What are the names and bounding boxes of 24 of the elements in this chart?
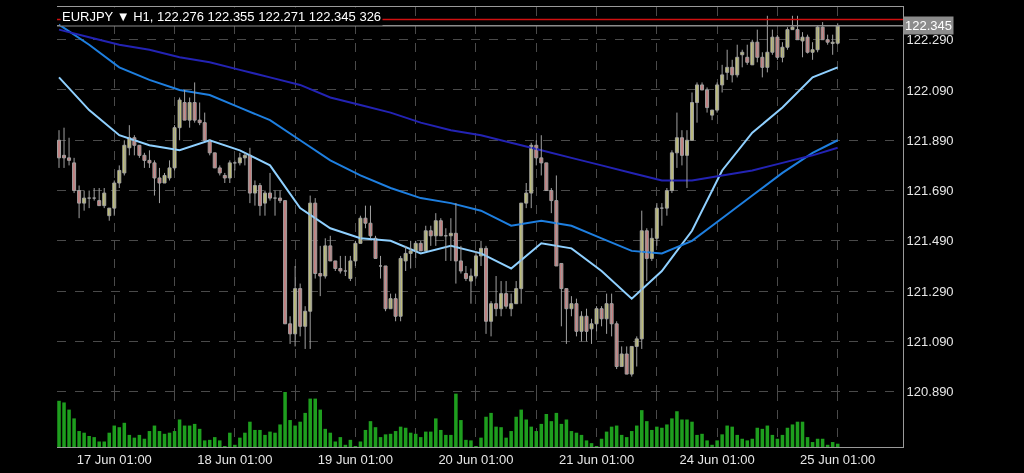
y-tick-label: 121.690 — [906, 183, 954, 199]
x-tick-label: 24 Jun 01:00 — [679, 451, 755, 467]
y-tick-label: 121.490 — [906, 233, 954, 249]
line-series — [58, 66, 839, 300]
bar — [202, 440, 207, 447]
x-tick-label: 17 Jun 01:00 — [76, 451, 152, 467]
ref-line-label: 122.345 — [905, 18, 952, 33]
y-tick-label: 122.290 — [906, 32, 954, 48]
y-tick-label: 122.090 — [906, 82, 954, 98]
y-tick-label: 121.290 — [906, 283, 954, 299]
x-tick-label: 21 Jun 01:00 — [558, 451, 635, 467]
x-tick-label: 20 Jun 01:00 — [438, 451, 514, 467]
x-tick-label: 18 Jun 01:00 — [197, 451, 273, 467]
line-series — [58, 23, 839, 255]
x-tick-label: 19 Jun 01:00 — [317, 451, 393, 467]
candlestick — [373, 235, 378, 259]
line-series — [58, 28, 839, 182]
y-tick-label: 120.890 — [906, 384, 954, 400]
bar — [584, 440, 589, 447]
y-tick-label: 121.090 — [906, 333, 954, 349]
y-tick-label: 121.890 — [906, 132, 954, 148]
chart-title: EURJPY ▼ H1, 122.276 122.355 122.271 122.345 326 — [62, 9, 382, 24]
bar — [745, 440, 750, 447]
x-tick-label: 25 Jun 01:00 — [800, 451, 876, 467]
